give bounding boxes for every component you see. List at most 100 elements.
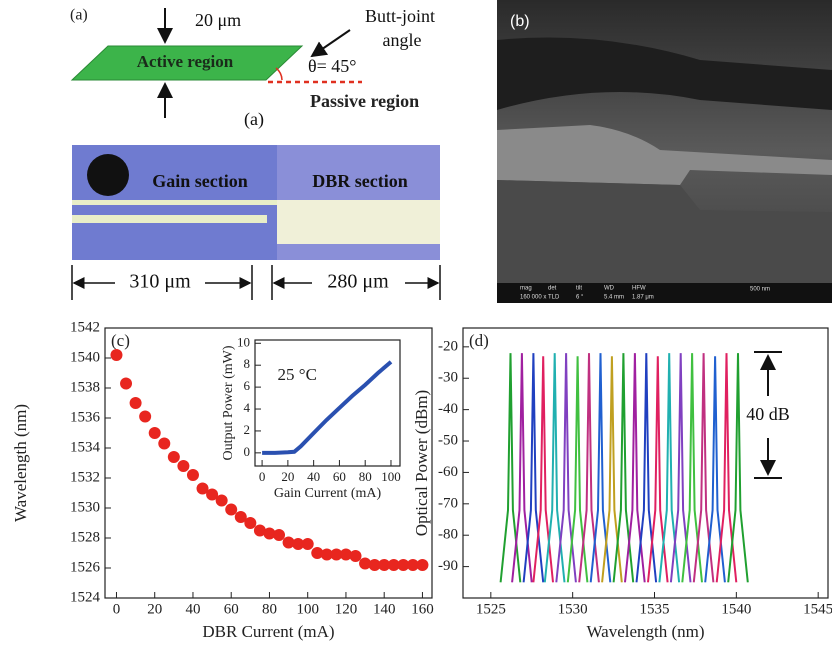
sem-field: mag: [520, 286, 532, 292]
sem-value: 160 000 x: [520, 295, 546, 301]
y-tick-label: -90: [438, 558, 458, 574]
y-tick-label: 4: [244, 400, 251, 415]
sem-layer: [497, 125, 832, 185]
y-axis-label: Wavelength (nm): [11, 404, 30, 522]
data-point: [311, 547, 324, 559]
data-point: [273, 529, 286, 541]
y-tick-label: 1530: [70, 499, 100, 515]
butt-joint-label: Butt-joint: [365, 6, 435, 26]
x-axis-label: Gain Current (mA): [274, 486, 382, 501]
y-tick-label: -70: [438, 495, 458, 511]
y-tick-label: 1526: [70, 559, 101, 575]
y-tick-label: -50: [438, 432, 458, 448]
active-label: Active region: [137, 52, 234, 71]
sem-scale: 500 nm: [750, 287, 770, 293]
data-point: [368, 559, 381, 571]
panel-label: (a): [70, 7, 88, 24]
annotation: 40 dB: [746, 404, 790, 424]
sem-info-bar: [497, 283, 832, 303]
spectrum-line: [543, 353, 566, 583]
x-tick-label: 160: [411, 601, 434, 617]
arrow: [310, 29, 351, 58]
x-tick-label: 100: [381, 469, 401, 484]
spectrum-line: [578, 353, 600, 583]
gain-length: 310 μm: [129, 271, 191, 293]
data-point: [263, 527, 276, 540]
data-point: [139, 410, 152, 423]
x-tick-label: 60: [224, 601, 239, 617]
x-tick-label: 140: [373, 601, 396, 617]
x-tick-label: 60: [333, 469, 346, 484]
x-tick-label: 1540: [721, 601, 751, 617]
data-point: [397, 559, 410, 571]
x-axis-label: Wavelength (nm): [586, 622, 704, 641]
data-point: [186, 469, 199, 481]
x-tick-label: 20: [147, 601, 162, 617]
y-tick-label: -30: [438, 370, 458, 386]
inset-frame: [254, 339, 401, 467]
sem-value: 1.87 μm: [632, 295, 654, 301]
spectrum-line: [669, 353, 692, 583]
x-tick-label: 1525: [476, 601, 506, 617]
y-tick-label: 1534: [70, 439, 101, 455]
x-tick-label: 1535: [640, 601, 670, 617]
data-point: [110, 349, 123, 361]
data-point: [196, 482, 209, 495]
spectrum-line: [635, 353, 658, 583]
panel-label: (b): [510, 13, 530, 30]
y-tick-label: 1532: [70, 469, 100, 485]
spectrum-line: [612, 353, 635, 583]
sub-label: (a): [244, 109, 264, 130]
spectrum-line: [624, 353, 646, 583]
data-point: [234, 511, 247, 523]
sem-value: 5.4 mm: [604, 295, 624, 301]
panel-label: (d): [469, 331, 489, 350]
panel-a: (a) Active region 20 μm Butt-joint angle…: [70, 6, 441, 300]
spectrum-line: [511, 353, 533, 583]
x-tick-label: 0: [113, 601, 121, 617]
power-curve: [262, 360, 393, 455]
spectrum-line: [601, 356, 623, 583]
spectrum-line: [704, 356, 726, 583]
y-axis-label: Output Power (mW): [221, 345, 236, 460]
data-point: [129, 397, 142, 409]
data-point: [244, 517, 257, 529]
data-point: [225, 503, 238, 516]
data-point: [215, 494, 228, 507]
data-point: [378, 559, 391, 571]
y-tick-label: -40: [438, 401, 458, 417]
y-tick-label: 6: [244, 378, 251, 393]
y-tick-label: 1524: [70, 589, 101, 605]
dbr-label: DBR section: [312, 171, 408, 191]
data-point: [148, 427, 161, 439]
charts: 0 20 40 60 80 100 120 140 1601524152615281530153…: [11, 319, 832, 640]
spectrum-line: [555, 353, 577, 583]
x-tick-label: 80: [262, 601, 277, 617]
data-point: [301, 538, 314, 550]
data-point: [330, 548, 343, 561]
annotation: 25 °C: [278, 365, 317, 384]
data-point: [320, 548, 333, 561]
y-tick-label: -20: [438, 338, 458, 354]
x-tick-label: 1545: [803, 601, 832, 617]
passive-label: Passive region: [310, 91, 419, 111]
y-tick-label: -60: [438, 464, 458, 480]
y-tick-label: 1538: [70, 379, 100, 395]
gain-label: Gain section: [152, 171, 248, 191]
sem-field: WD: [604, 286, 615, 292]
y-tick-label: 1540: [70, 349, 100, 365]
y-tick-label: 1528: [70, 529, 100, 545]
sem-value: 6 °: [576, 295, 584, 301]
x-tick-label: 100: [296, 601, 319, 617]
spectrum-line: [727, 353, 749, 583]
spectrum-line: [499, 353, 522, 583]
data-point: [167, 451, 180, 463]
y-axis-label: Optical Power (dBm): [412, 390, 431, 536]
x-axis-label: DBR Current (mA): [202, 622, 334, 641]
data-point: [292, 538, 305, 550]
x-tick-label: 40: [185, 601, 200, 617]
data-point: [253, 524, 266, 537]
dbr-length: 280 μm: [327, 271, 389, 293]
x-tick-label: 80: [359, 469, 372, 484]
